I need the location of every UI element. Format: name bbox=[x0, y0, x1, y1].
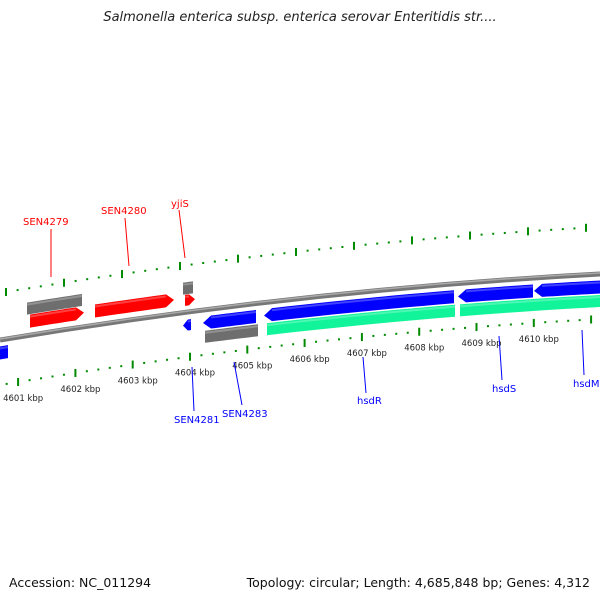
reverse-cds-hsdR bbox=[264, 290, 454, 322]
genome-summary: Topology: circular; Length: 4,685,848 bp… bbox=[246, 575, 590, 590]
accession-text: Accession: NC_011294 bbox=[9, 575, 152, 590]
tick-label: 4602 kbp bbox=[60, 385, 100, 395]
forward-cds-SEN4280 bbox=[95, 294, 174, 318]
reverse-cds-SEN4283 bbox=[203, 310, 256, 329]
tick-label: 4605 kbp bbox=[232, 362, 272, 372]
forward-cds-SEN4280-shade bbox=[94, 295, 167, 308]
gene-label-leader bbox=[191, 366, 195, 412]
gene-label-leader bbox=[233, 361, 243, 406]
reverse-cds-hsdS-shade bbox=[465, 285, 534, 293]
green-feature-shade bbox=[266, 305, 456, 327]
reverse-cds-hsdS bbox=[458, 284, 533, 303]
tick-label: 4607 kbp bbox=[347, 349, 387, 359]
gene-label-leader bbox=[362, 356, 367, 394]
gene-label-leader bbox=[581, 329, 585, 376]
gene-label-SEN4280: SEN4280 bbox=[101, 206, 147, 217]
gray-feature-shade bbox=[182, 282, 194, 286]
reverse-cds-shade bbox=[0, 346, 9, 350]
forward-cds-yjiS bbox=[185, 294, 195, 306]
tick-label: 4606 kbp bbox=[290, 355, 330, 365]
gene-label-hsdS: hsdS bbox=[492, 384, 516, 395]
gene-label-yjiS: yjiS bbox=[171, 199, 189, 210]
gene-label-SEN4283: SEN4283 bbox=[222, 409, 268, 420]
forward-cds-SEN4279 bbox=[30, 307, 84, 328]
green-feature-shade bbox=[459, 296, 600, 308]
gray-feature bbox=[27, 293, 82, 315]
gray-feature-shade bbox=[26, 294, 83, 306]
tick-label: 4608 kbp bbox=[404, 344, 444, 354]
reverse-cds bbox=[0, 345, 8, 360]
reverse-cds-hsdM bbox=[534, 280, 600, 297]
tick-label: 4609 kbp bbox=[462, 339, 502, 349]
forward-cds-yjiS-shade bbox=[184, 295, 190, 298]
gray-feature bbox=[205, 324, 258, 343]
gray-feature bbox=[183, 281, 193, 295]
gene-label-leader bbox=[178, 209, 186, 259]
green-feature bbox=[267, 304, 455, 336]
tick-label: 4610 kbp bbox=[519, 335, 559, 345]
gene-label-leader bbox=[498, 335, 503, 381]
gene-label-hsdM: hsdM bbox=[573, 379, 600, 390]
backbone bbox=[0, 271, 600, 343]
map-title: Salmonella enterica subsp. enterica sero… bbox=[103, 10, 497, 25]
gene-label-SEN4281: SEN4281 bbox=[174, 415, 220, 426]
reverse-cds-hsdM-shade bbox=[541, 281, 600, 287]
reverse-cds-hsdR-shade bbox=[271, 291, 455, 312]
backbone-highlight bbox=[0, 272, 600, 340]
tick-label: 4604 kbp bbox=[175, 369, 215, 379]
tick-label: 4601 kbp bbox=[3, 394, 43, 404]
reverse-cds-SEN4281 bbox=[183, 319, 191, 331]
green-feature bbox=[460, 295, 600, 317]
gray-feature-shade bbox=[204, 325, 259, 334]
gene-label-leader bbox=[124, 217, 130, 267]
forward-cds-SEN4279-shade bbox=[29, 308, 77, 318]
reverse-cds-SEN4283-shade bbox=[210, 311, 257, 319]
tick-label: 4603 kbp bbox=[118, 377, 158, 387]
gene-label-hsdR: hsdR bbox=[357, 396, 382, 407]
gene-label-SEN4279: SEN4279 bbox=[23, 217, 69, 228]
